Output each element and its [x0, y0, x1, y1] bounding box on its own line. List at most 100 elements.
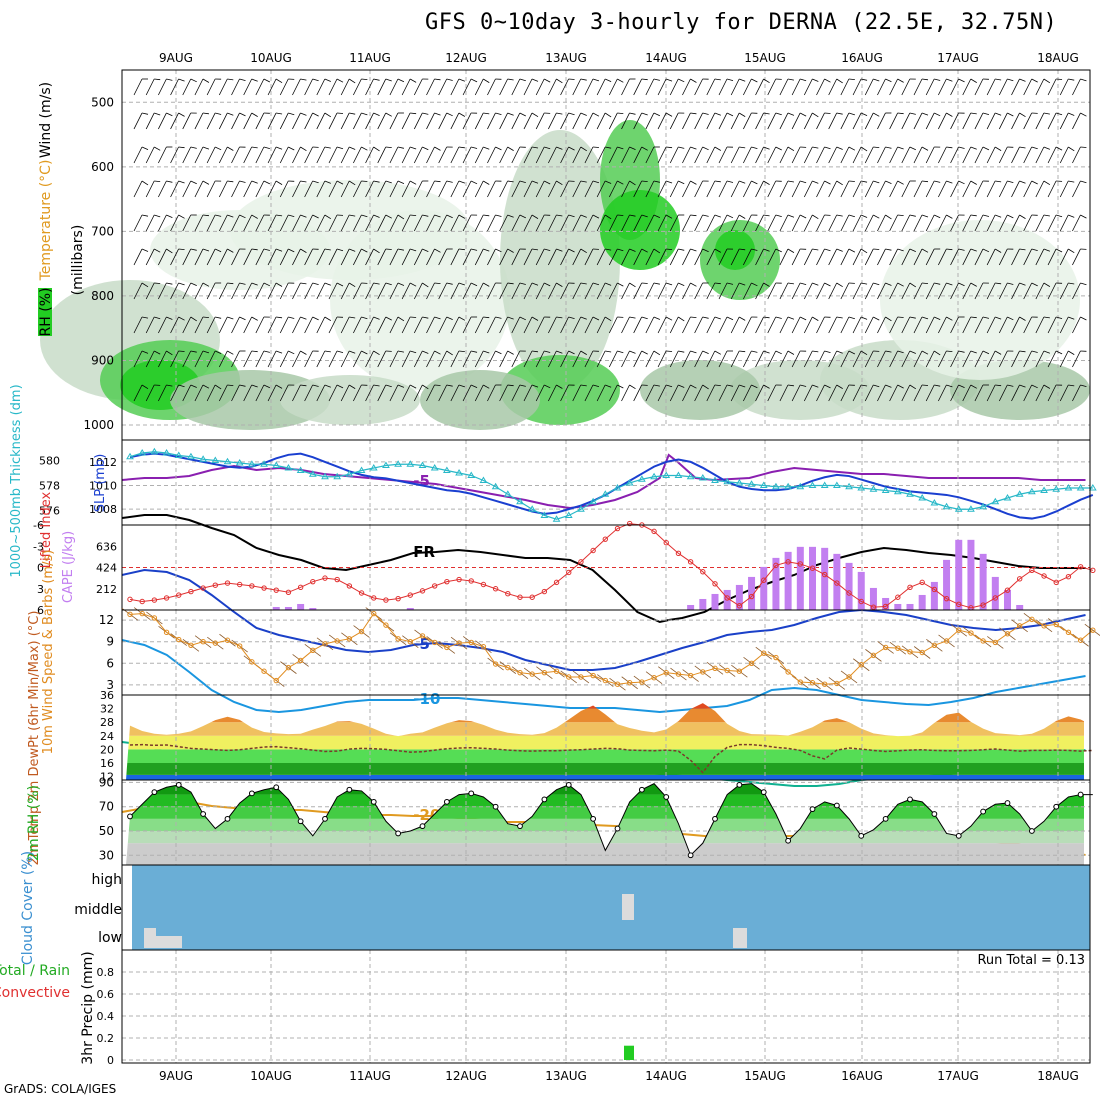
cape-bar [857, 571, 865, 610]
wind-barb [1035, 350, 1045, 368]
wind-barb [499, 248, 508, 266]
isotherm-label: -10 [413, 690, 440, 708]
lifted-marker [358, 590, 365, 596]
wind-barb [657, 384, 667, 402]
wind-barb [182, 78, 192, 96]
wind-barb-flag [617, 180, 624, 185]
wind-barb [925, 180, 935, 198]
wind-barb [401, 384, 411, 402]
thickness-marker [784, 482, 793, 490]
wind-barb [572, 282, 582, 300]
thickness-marker [918, 494, 927, 501]
wind-barb-flag [666, 146, 673, 149]
wind-barb-flag [970, 248, 977, 252]
wind-barb [889, 282, 898, 300]
wind-barb [548, 384, 557, 402]
wind-barb [986, 350, 996, 368]
wind-barb [267, 282, 277, 300]
wind-barb-flag [1019, 384, 1026, 388]
wind-barb [608, 78, 618, 96]
thickness-marker [686, 472, 695, 480]
thickness-marker [467, 471, 476, 478]
wind-barb-flag [775, 316, 782, 319]
wind-barb [840, 180, 850, 198]
wind-barb [974, 78, 984, 96]
rh-marker [224, 815, 231, 822]
wind-barb-flag [1055, 248, 1063, 253]
wind-barb [621, 112, 630, 130]
thickness-marker [491, 482, 500, 490]
wind-barb [401, 112, 411, 130]
wind-barb-flag [775, 214, 782, 217]
wind-barb-flag [909, 316, 916, 319]
wind-barb [657, 316, 667, 334]
wind-barb [1023, 214, 1033, 232]
wind-barb [133, 282, 143, 300]
wind-barb [1011, 112, 1020, 130]
wind-barb [316, 282, 326, 300]
wind-barb-flag [166, 350, 173, 356]
wind-barb-flag [665, 214, 673, 219]
wind-barb [218, 350, 228, 368]
wind-barb [803, 350, 813, 368]
wind-barb [145, 282, 155, 300]
wind-barb-flag [470, 282, 478, 287]
wind-barb [316, 78, 326, 96]
wind-barb [621, 214, 630, 232]
wind-barb [998, 384, 1008, 402]
wind-barb-flag [921, 384, 929, 386]
wind-barb-flag [470, 146, 478, 149]
thickness-marker [406, 460, 415, 467]
wind-barb [743, 282, 752, 300]
wind-barb [974, 146, 984, 164]
temp-band [126, 722, 1084, 736]
wind-barb [998, 112, 1008, 130]
wind-barb [925, 316, 935, 334]
wind-barb-flag [604, 112, 612, 118]
wind-barb-flag [604, 282, 612, 286]
wind-barb [279, 146, 289, 164]
wind-barb [158, 112, 167, 130]
wind-barb-flag [275, 112, 283, 115]
wind-barb [499, 146, 508, 164]
wind-barb-flag [958, 282, 965, 287]
wind-barb [1035, 282, 1045, 300]
wind-barb [548, 146, 557, 164]
wind-barb [852, 282, 862, 300]
wind-barb [669, 248, 679, 266]
wind-barb [608, 146, 618, 164]
wind-barb [438, 112, 448, 130]
dewpoint-line [129, 743, 1093, 774]
wind-barb [864, 248, 874, 266]
thickness-marker [174, 451, 183, 458]
wind-barb [877, 112, 886, 130]
thickness-marker [954, 505, 963, 512]
wind-barb-flag [665, 282, 673, 286]
wind-barb-flag [361, 214, 368, 218]
wind-barb-flag [153, 146, 161, 151]
wind-tick: 9 [106, 635, 114, 649]
rh-shading [715, 230, 755, 270]
rh-marker [1053, 803, 1060, 810]
wind-barb [487, 316, 496, 334]
wind-barb [1011, 180, 1020, 198]
wind-barb [718, 350, 728, 368]
wind-barb-flag [994, 316, 1002, 320]
wind-barb-flag [763, 214, 770, 217]
wind-barb-flag [446, 384, 453, 387]
cloud-cell [733, 928, 747, 948]
wind-barb-flag [909, 214, 916, 217]
wind-barb [889, 316, 898, 334]
cape-bar [760, 566, 768, 610]
wind-barb [1035, 248, 1045, 266]
wind-barb-flag [141, 180, 149, 186]
wind-barb-flag [848, 214, 855, 218]
wind-barb [535, 146, 545, 164]
lifted-marker [748, 593, 755, 600]
wind-barb [864, 78, 874, 96]
wind-barb-flag [397, 282, 405, 286]
wind-barb-flag [812, 78, 819, 82]
rh-marker [590, 815, 597, 822]
wind-barb-flag [531, 146, 539, 149]
wind-barb-flag [873, 282, 880, 286]
